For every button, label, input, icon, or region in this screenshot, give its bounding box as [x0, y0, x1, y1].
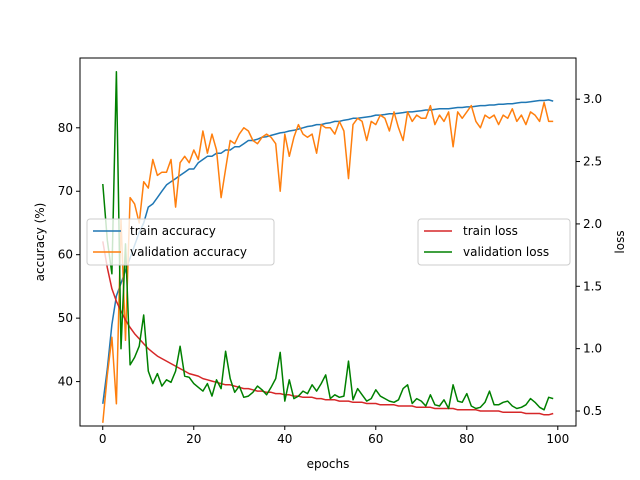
legend-validation-accuracy-label: validation accuracy — [130, 245, 247, 259]
series-line-validation-loss — [102, 70, 554, 411]
x-tick-label: 0 — [99, 432, 107, 446]
legend-validation-loss-label: validation loss — [463, 245, 549, 259]
y-axis-left-ticks: 40 50 60 70 80 — [58, 121, 80, 389]
legend-accuracy-box — [86, 218, 275, 266]
x-axis-label: epochs — [307, 457, 350, 471]
y-left-tick-label: 60 — [58, 248, 73, 262]
x-axis-ticks: 0 20 40 60 80 100 — [99, 426, 569, 446]
y-left-tick-label: 40 — [58, 375, 73, 389]
y-left-tick-label: 70 — [58, 184, 73, 198]
y-right-tick-label: 3.0 — [583, 92, 602, 106]
x-tick-label: 100 — [546, 432, 569, 446]
x-tick-label: 20 — [186, 432, 201, 446]
x-tick-label: 40 — [277, 432, 292, 446]
x-tick-label: 80 — [459, 432, 474, 446]
legend-train-loss-label: train loss — [463, 224, 518, 238]
y-right-tick-label: 2.5 — [583, 155, 602, 169]
series-line-validation-accuracy — [102, 101, 554, 423]
legend-accuracy: train accuracy validation accuracy — [86, 218, 275, 266]
legend-train-accuracy-label: train accuracy — [130, 224, 216, 238]
series-line-train-accuracy — [102, 99, 554, 404]
y-left-tick-label: 50 — [58, 311, 73, 325]
y-right-tick-label: 0.5 — [583, 404, 602, 418]
y-axis-left-label: accuracy (%) — [33, 203, 47, 282]
y-right-tick-label: 2.0 — [583, 217, 602, 231]
y-axis-right-label: loss — [613, 230, 627, 253]
x-tick-label: 60 — [368, 432, 383, 446]
y-right-tick-label: 1.5 — [583, 279, 602, 293]
y-right-tick-label: 1.0 — [583, 342, 602, 356]
legend-loss-box — [417, 218, 571, 266]
y-axis-right-ticks: 0.5 1.0 1.5 2.0 2.5 3.0 — [576, 92, 602, 418]
axes-frame — [79, 57, 577, 427]
legend-loss: train loss validation loss — [417, 218, 571, 266]
y-left-tick-label: 80 — [58, 121, 73, 135]
series-layer — [102, 70, 554, 423]
series-line-train-loss — [102, 241, 554, 416]
